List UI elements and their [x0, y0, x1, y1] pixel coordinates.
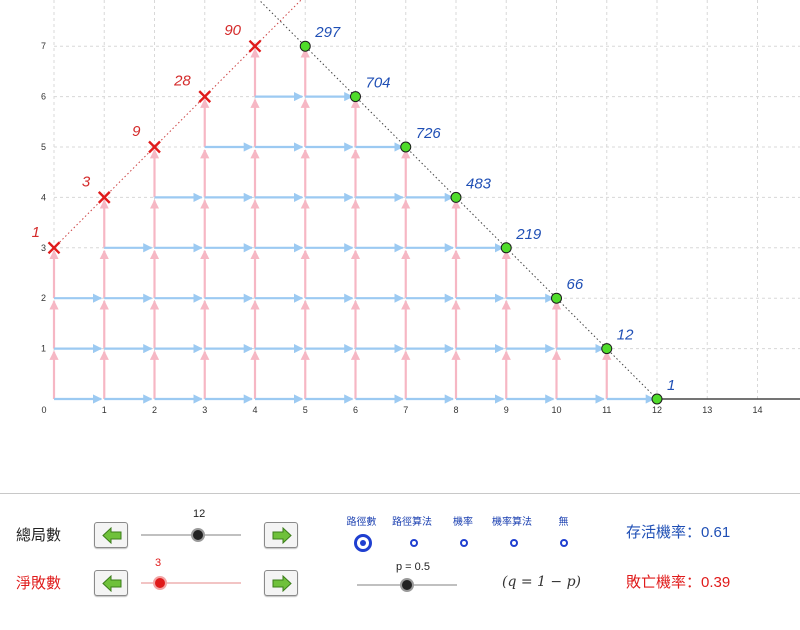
loss-path-count: 3 — [82, 173, 91, 190]
survival-path-count: 704 — [366, 75, 391, 92]
x-tick-label: 12 — [652, 405, 662, 415]
x-tick-label: 14 — [752, 405, 762, 415]
y-tick-label: 4 — [41, 192, 46, 202]
p-slider-knob[interactable] — [400, 578, 414, 592]
x-tick-label: 11 — [602, 405, 611, 415]
loss-marker — [248, 39, 262, 53]
survival-point — [400, 141, 412, 153]
net-loss-slider-value: 3 — [155, 557, 162, 569]
radio-selected-dot — [360, 540, 366, 546]
x-tick-label: 0 — [41, 405, 46, 415]
survival-point — [450, 191, 462, 203]
loss-path-count: 9 — [132, 123, 141, 140]
survival-path-count: 1 — [667, 377, 675, 394]
x-tick-label: 13 — [702, 405, 712, 415]
net-loss-label: 淨敗數 — [16, 574, 62, 592]
display-mode-radio[interactable] — [460, 539, 468, 547]
death-probability-value: 0.39 — [701, 574, 731, 591]
display-mode-label: 路徑數 — [346, 517, 377, 528]
loss-marker — [47, 241, 61, 255]
survival-point — [299, 40, 311, 52]
x-tick-label: 9 — [504, 405, 509, 415]
x-tick-label: 4 — [252, 405, 257, 415]
x-tick-label: 6 — [353, 405, 358, 415]
survive-probability: 存活機率：0.61 — [626, 521, 730, 542]
x-tick-label: 8 — [453, 405, 458, 415]
loss-marker — [148, 140, 161, 154]
survival-path-count: 66 — [567, 276, 584, 293]
loss-path-count: 90 — [224, 22, 241, 39]
right-arrow-icon — [272, 575, 292, 592]
y-tick-label: 2 — [41, 293, 46, 303]
left-arrow-icon — [102, 527, 122, 544]
q-formula: (q = 1 − p) — [502, 574, 582, 590]
survive-probability-value: 0.61 — [701, 524, 731, 541]
total-games-slider-value: 12 — [193, 508, 206, 520]
x-tick-label: 2 — [152, 405, 157, 415]
x-tick-label: 3 — [202, 405, 207, 415]
display-mode-radio[interactable] — [560, 539, 568, 547]
y-tick-label: 1 — [41, 344, 46, 354]
display-mode-label: 機率算法 — [492, 517, 532, 528]
loss-marker — [97, 191, 111, 204]
left-arrow-icon — [102, 575, 122, 592]
y-tick-label: 7 — [41, 41, 46, 51]
survival-point — [601, 343, 613, 355]
loss-path-count: 28 — [173, 73, 191, 90]
path-diagram: 0 1 2 3 4 5 6 7 8 9 10 11 12 13 14 1 2 3 4 5 6 7 1 3 9 28 90 297 704… — [32, 0, 800, 415]
survival-path-count: 483 — [466, 175, 492, 192]
net-loss-decrease-button[interactable] — [94, 570, 128, 596]
survival-point — [551, 292, 562, 304]
display-mode-radio[interactable] — [510, 539, 518, 547]
x-tick-label: 1 — [102, 405, 107, 415]
y-tick-label: 3 — [41, 243, 46, 253]
survival-path-count: 12 — [617, 327, 634, 344]
total-games-slider-knob[interactable] — [191, 528, 205, 542]
display-mode-radio[interactable] — [410, 539, 418, 547]
death-probability-label: 敗亡機率： — [626, 573, 702, 591]
right-arrow-icon — [272, 527, 292, 544]
y-tick-label: 6 — [41, 92, 46, 102]
p-slider-value: p = 0.5 — [396, 561, 430, 573]
death-probability: 敗亡機率：0.39 — [626, 571, 730, 592]
survival-path-count: 297 — [314, 24, 341, 41]
survival-point — [350, 91, 361, 103]
display-mode-label: 路徑算法 — [392, 517, 432, 528]
total-games-label: 總局數 — [16, 526, 62, 544]
panel-divider — [0, 493, 800, 494]
survival-path-count: 219 — [515, 226, 542, 243]
total-games-increase-button[interactable] — [264, 522, 298, 548]
loss-path-count: 1 — [32, 224, 40, 241]
x-tick-label: 7 — [403, 405, 408, 415]
display-mode-radio[interactable] — [354, 534, 372, 552]
survival-path-count: 726 — [416, 125, 442, 142]
display-mode-label: 無 — [558, 517, 569, 528]
net-loss-increase-button[interactable] — [264, 570, 298, 596]
net-loss-slider-track[interactable] — [141, 582, 241, 584]
y-tick-label: 5 — [41, 142, 46, 152]
survive-probability-label: 存活機率： — [626, 523, 702, 541]
x-tick-label: 5 — [303, 405, 308, 415]
total-games-decrease-button[interactable] — [94, 522, 128, 548]
survival-point — [651, 393, 663, 405]
display-mode-label: 機率 — [453, 517, 473, 528]
survival-point — [500, 242, 512, 254]
loss-marker — [198, 90, 212, 103]
x-tick-label: 10 — [551, 405, 561, 415]
net-loss-slider-knob[interactable] — [153, 576, 167, 590]
